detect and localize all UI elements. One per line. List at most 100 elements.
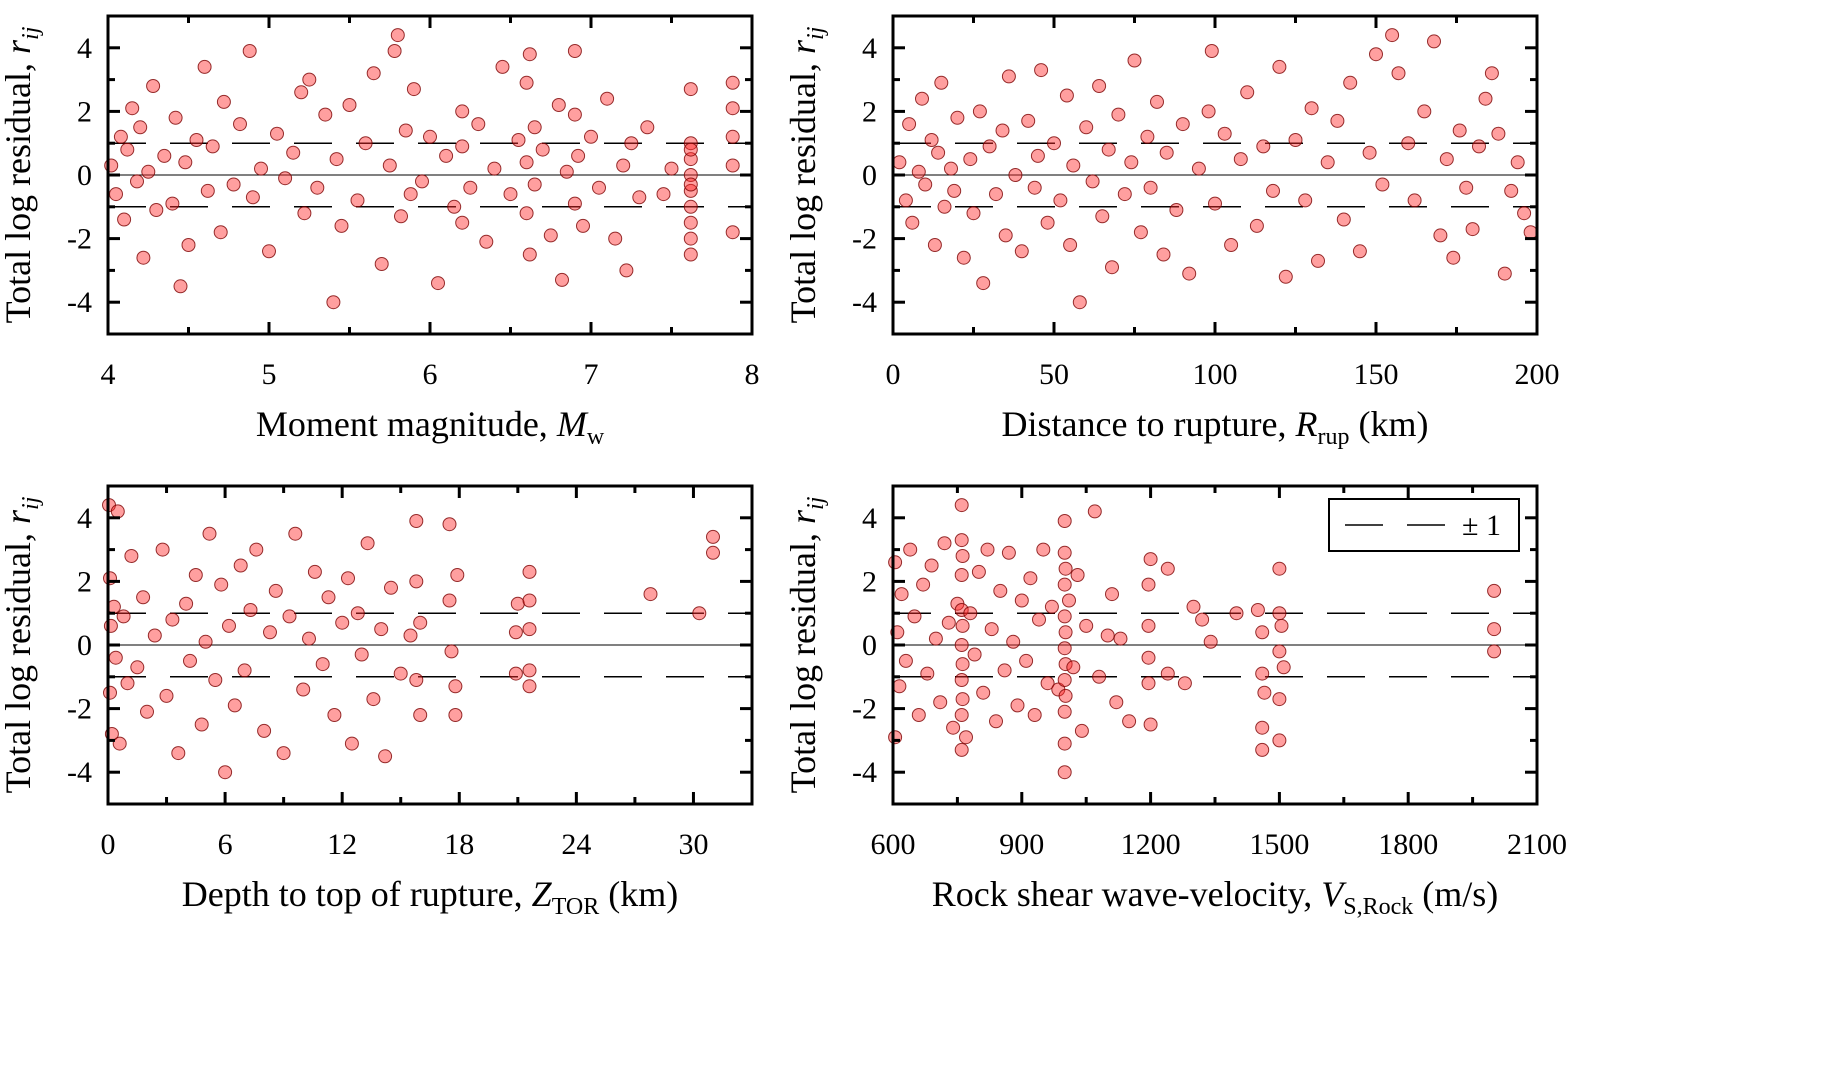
data-point — [944, 161, 958, 176]
y-tick-label: 0 — [77, 159, 92, 192]
x-axis-label: Distance to rupture, Rrup (km) — [1002, 404, 1429, 450]
data-point — [1478, 91, 1493, 106]
data-point — [448, 679, 463, 694]
data-point — [1272, 561, 1287, 576]
data-point — [998, 228, 1013, 243]
data-point — [911, 708, 926, 722]
data-point — [1057, 514, 1072, 528]
data-point — [903, 542, 918, 557]
data-point — [479, 234, 494, 249]
data-point — [1057, 641, 1072, 656]
data-point — [567, 107, 582, 122]
data-point — [1141, 618, 1156, 633]
data-point — [1019, 653, 1034, 668]
data-point — [227, 698, 242, 713]
data-point — [522, 663, 537, 678]
data-point — [447, 199, 462, 214]
data-point — [1057, 736, 1072, 751]
y-tick-label: -4 — [67, 286, 92, 319]
data-point — [387, 44, 402, 58]
data-point — [222, 618, 236, 633]
data-point — [103, 618, 118, 633]
data-point — [197, 59, 212, 74]
data-point — [1203, 634, 1218, 649]
data-point — [1191, 161, 1206, 176]
data-point — [124, 549, 139, 563]
data-point — [1523, 225, 1538, 240]
data-point — [551, 98, 566, 112]
data-point — [1497, 266, 1512, 281]
data-point — [1066, 660, 1081, 675]
data-point — [1101, 142, 1116, 157]
data-point — [1122, 714, 1137, 729]
data-point — [413, 708, 428, 722]
data-point — [471, 117, 486, 132]
data-point — [249, 542, 264, 557]
data-point — [1369, 47, 1383, 62]
data-point — [1272, 692, 1287, 707]
data-point — [213, 225, 228, 240]
y-tick-label: -4 — [852, 286, 877, 319]
data-point — [543, 228, 558, 243]
data-point — [967, 647, 982, 662]
data-point — [980, 542, 995, 557]
data-point — [233, 558, 248, 573]
data-point — [125, 101, 140, 116]
data-point — [113, 129, 128, 144]
data-point — [1484, 66, 1499, 81]
data-point — [966, 206, 981, 221]
data-point — [423, 129, 437, 144]
x-axis-label: Rock shear wave-velocity, VS,Rock (m/s) — [932, 874, 1499, 920]
data-point — [567, 196, 582, 211]
x-tick-label: 6 — [423, 358, 438, 391]
data-point — [1204, 44, 1219, 58]
data-point — [954, 533, 969, 548]
data-point — [326, 295, 341, 310]
data-point — [335, 615, 350, 630]
y-tick-label: -4 — [852, 756, 877, 789]
data-point — [1058, 688, 1073, 703]
x-tick-label: 5 — [262, 358, 277, 391]
data-point — [1001, 69, 1016, 84]
data-point — [216, 94, 231, 109]
y-tick-label: -2 — [67, 693, 92, 726]
data-point — [294, 85, 309, 100]
data-point — [905, 215, 920, 230]
data-point — [510, 596, 525, 611]
data-point — [1008, 168, 1023, 182]
data-point — [1053, 193, 1068, 208]
data-point — [1079, 618, 1094, 633]
data-point — [997, 663, 1012, 678]
data-point — [1027, 180, 1042, 195]
data-point — [955, 692, 970, 707]
data-point — [927, 238, 942, 252]
data-point — [165, 196, 180, 211]
data-point — [898, 653, 913, 668]
data-point — [403, 628, 418, 643]
x-tick-label: 8 — [745, 358, 760, 391]
x-tick-label: 600 — [871, 828, 916, 861]
data-point — [1072, 295, 1087, 310]
data-point — [640, 120, 655, 135]
data-point — [1044, 599, 1059, 614]
data-point — [1133, 225, 1148, 240]
data-point — [495, 59, 510, 74]
data-point — [916, 577, 931, 592]
data-point — [954, 638, 969, 652]
data-point — [278, 171, 293, 186]
data-point — [442, 593, 457, 608]
data-point — [984, 622, 999, 637]
data-point — [683, 177, 698, 192]
data-point — [527, 177, 542, 192]
data-point — [1150, 94, 1164, 109]
data-point — [1100, 628, 1115, 643]
data-point — [1233, 152, 1248, 167]
data-point — [1066, 158, 1081, 173]
data-point — [976, 276, 991, 291]
data-point — [692, 606, 707, 621]
data-point — [136, 590, 151, 605]
data-point — [522, 679, 537, 694]
data-point — [503, 187, 518, 202]
data-point — [1057, 577, 1072, 592]
data-point — [1272, 59, 1287, 74]
